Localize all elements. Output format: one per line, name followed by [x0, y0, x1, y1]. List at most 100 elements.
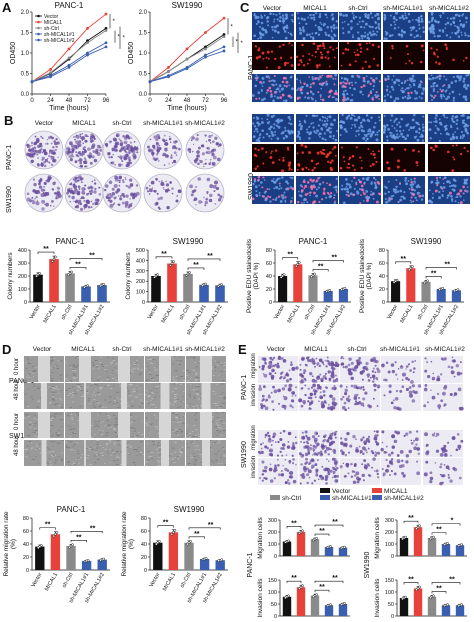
- colony: [69, 141, 73, 146]
- series-point: [167, 75, 170, 79]
- bar-3: [323, 290, 333, 302]
- colony: [218, 143, 222, 147]
- x-tick-label: 72: [84, 98, 91, 104]
- series-point: [167, 65, 170, 69]
- x-tick-label: 48: [66, 98, 73, 104]
- colony: [32, 202, 34, 205]
- colony: [172, 145, 177, 149]
- colony: [208, 162, 210, 165]
- colony: [31, 196, 34, 199]
- colony: [128, 160, 131, 162]
- y-tick-label: 300: [18, 261, 27, 267]
- colony: [153, 189, 157, 193]
- colony: [46, 142, 49, 145]
- colony: [47, 175, 52, 180]
- colony: [120, 144, 122, 146]
- colony: [50, 163, 54, 167]
- colony: [124, 178, 127, 180]
- y-tick-label: 400: [136, 258, 145, 264]
- colony: [126, 163, 130, 167]
- panel-letter-b: B: [4, 113, 14, 128]
- y-tick-label: 100: [18, 287, 27, 293]
- colony: [168, 189, 171, 192]
- colony: [217, 198, 222, 202]
- panel-b-col-sh2: sh-MICAL1#2: [185, 120, 225, 127]
- series-point: [185, 67, 189, 70]
- colony: [165, 180, 167, 183]
- colony: [219, 195, 223, 199]
- y-tick-label: 0.5: [139, 72, 148, 78]
- colony: [46, 138, 49, 141]
- colony: [68, 195, 71, 198]
- colony: [37, 190, 40, 193]
- colony: [71, 191, 75, 194]
- colony: [72, 155, 75, 158]
- colony: [112, 153, 114, 156]
- colony: [157, 197, 161, 201]
- colony: [48, 161, 51, 164]
- sig-mark: **: [89, 252, 95, 259]
- colony: [195, 185, 198, 188]
- colony: [211, 152, 215, 157]
- colony: [191, 190, 195, 194]
- data-dot: [204, 282, 207, 286]
- sig-mark: **: [400, 256, 406, 263]
- colony: [112, 149, 114, 152]
- x-tick-label: 72: [202, 98, 209, 104]
- sig-mark: **: [318, 263, 324, 270]
- y-tick-label: 20: [266, 287, 272, 293]
- colony: [125, 194, 129, 198]
- y-axis-label: Positive EDU stainedcells: [246, 238, 253, 313]
- colony: [91, 180, 94, 183]
- colony: [34, 141, 37, 144]
- colony: [72, 185, 75, 188]
- x-axis-label: Time (hours): [167, 105, 206, 112]
- sig-mark: **: [45, 522, 51, 529]
- colony: [36, 162, 40, 166]
- data-dot: [170, 262, 174, 265]
- series-point: [204, 53, 207, 57]
- colony: [171, 162, 174, 164]
- colony: [107, 199, 110, 202]
- y-axis-label: Colony numbers: [125, 252, 132, 300]
- colony: [151, 154, 155, 157]
- colony: [175, 199, 179, 203]
- colony: [163, 134, 166, 137]
- colony: [169, 141, 172, 144]
- colony: [53, 140, 56, 143]
- colony: [125, 135, 127, 137]
- colony: [87, 147, 91, 151]
- colony: [40, 188, 44, 192]
- y-tick-label: 40: [379, 274, 385, 280]
- colony: [72, 178, 75, 181]
- colony: [120, 141, 124, 145]
- colony: [214, 136, 218, 140]
- colony: [165, 139, 168, 142]
- colony: [148, 184, 151, 187]
- colony: [150, 180, 155, 185]
- colony: [214, 203, 217, 205]
- colony: [124, 176, 127, 179]
- colony: [82, 148, 85, 151]
- colony: [93, 158, 98, 163]
- y-axis-label: Positive EDU stainedcells: [359, 238, 366, 313]
- colony: [205, 140, 208, 143]
- sig-mark: **: [76, 534, 82, 541]
- bar-0: [278, 276, 288, 302]
- colony: [206, 146, 210, 150]
- series-point: [204, 55, 207, 59]
- colony: [75, 153, 79, 157]
- data-dot: [55, 531, 59, 534]
- colony: [69, 183, 73, 186]
- series-point: [167, 70, 170, 73]
- series-point: [67, 56, 71, 60]
- sig-mark: **: [75, 261, 81, 268]
- colony: [207, 150, 211, 155]
- colony: [51, 187, 54, 191]
- colony: [69, 192, 72, 194]
- colony: [202, 165, 205, 168]
- colony: [123, 140, 128, 145]
- bar-3: [199, 284, 209, 302]
- colony: [81, 150, 84, 153]
- y-tick-label: 0.5: [21, 72, 30, 78]
